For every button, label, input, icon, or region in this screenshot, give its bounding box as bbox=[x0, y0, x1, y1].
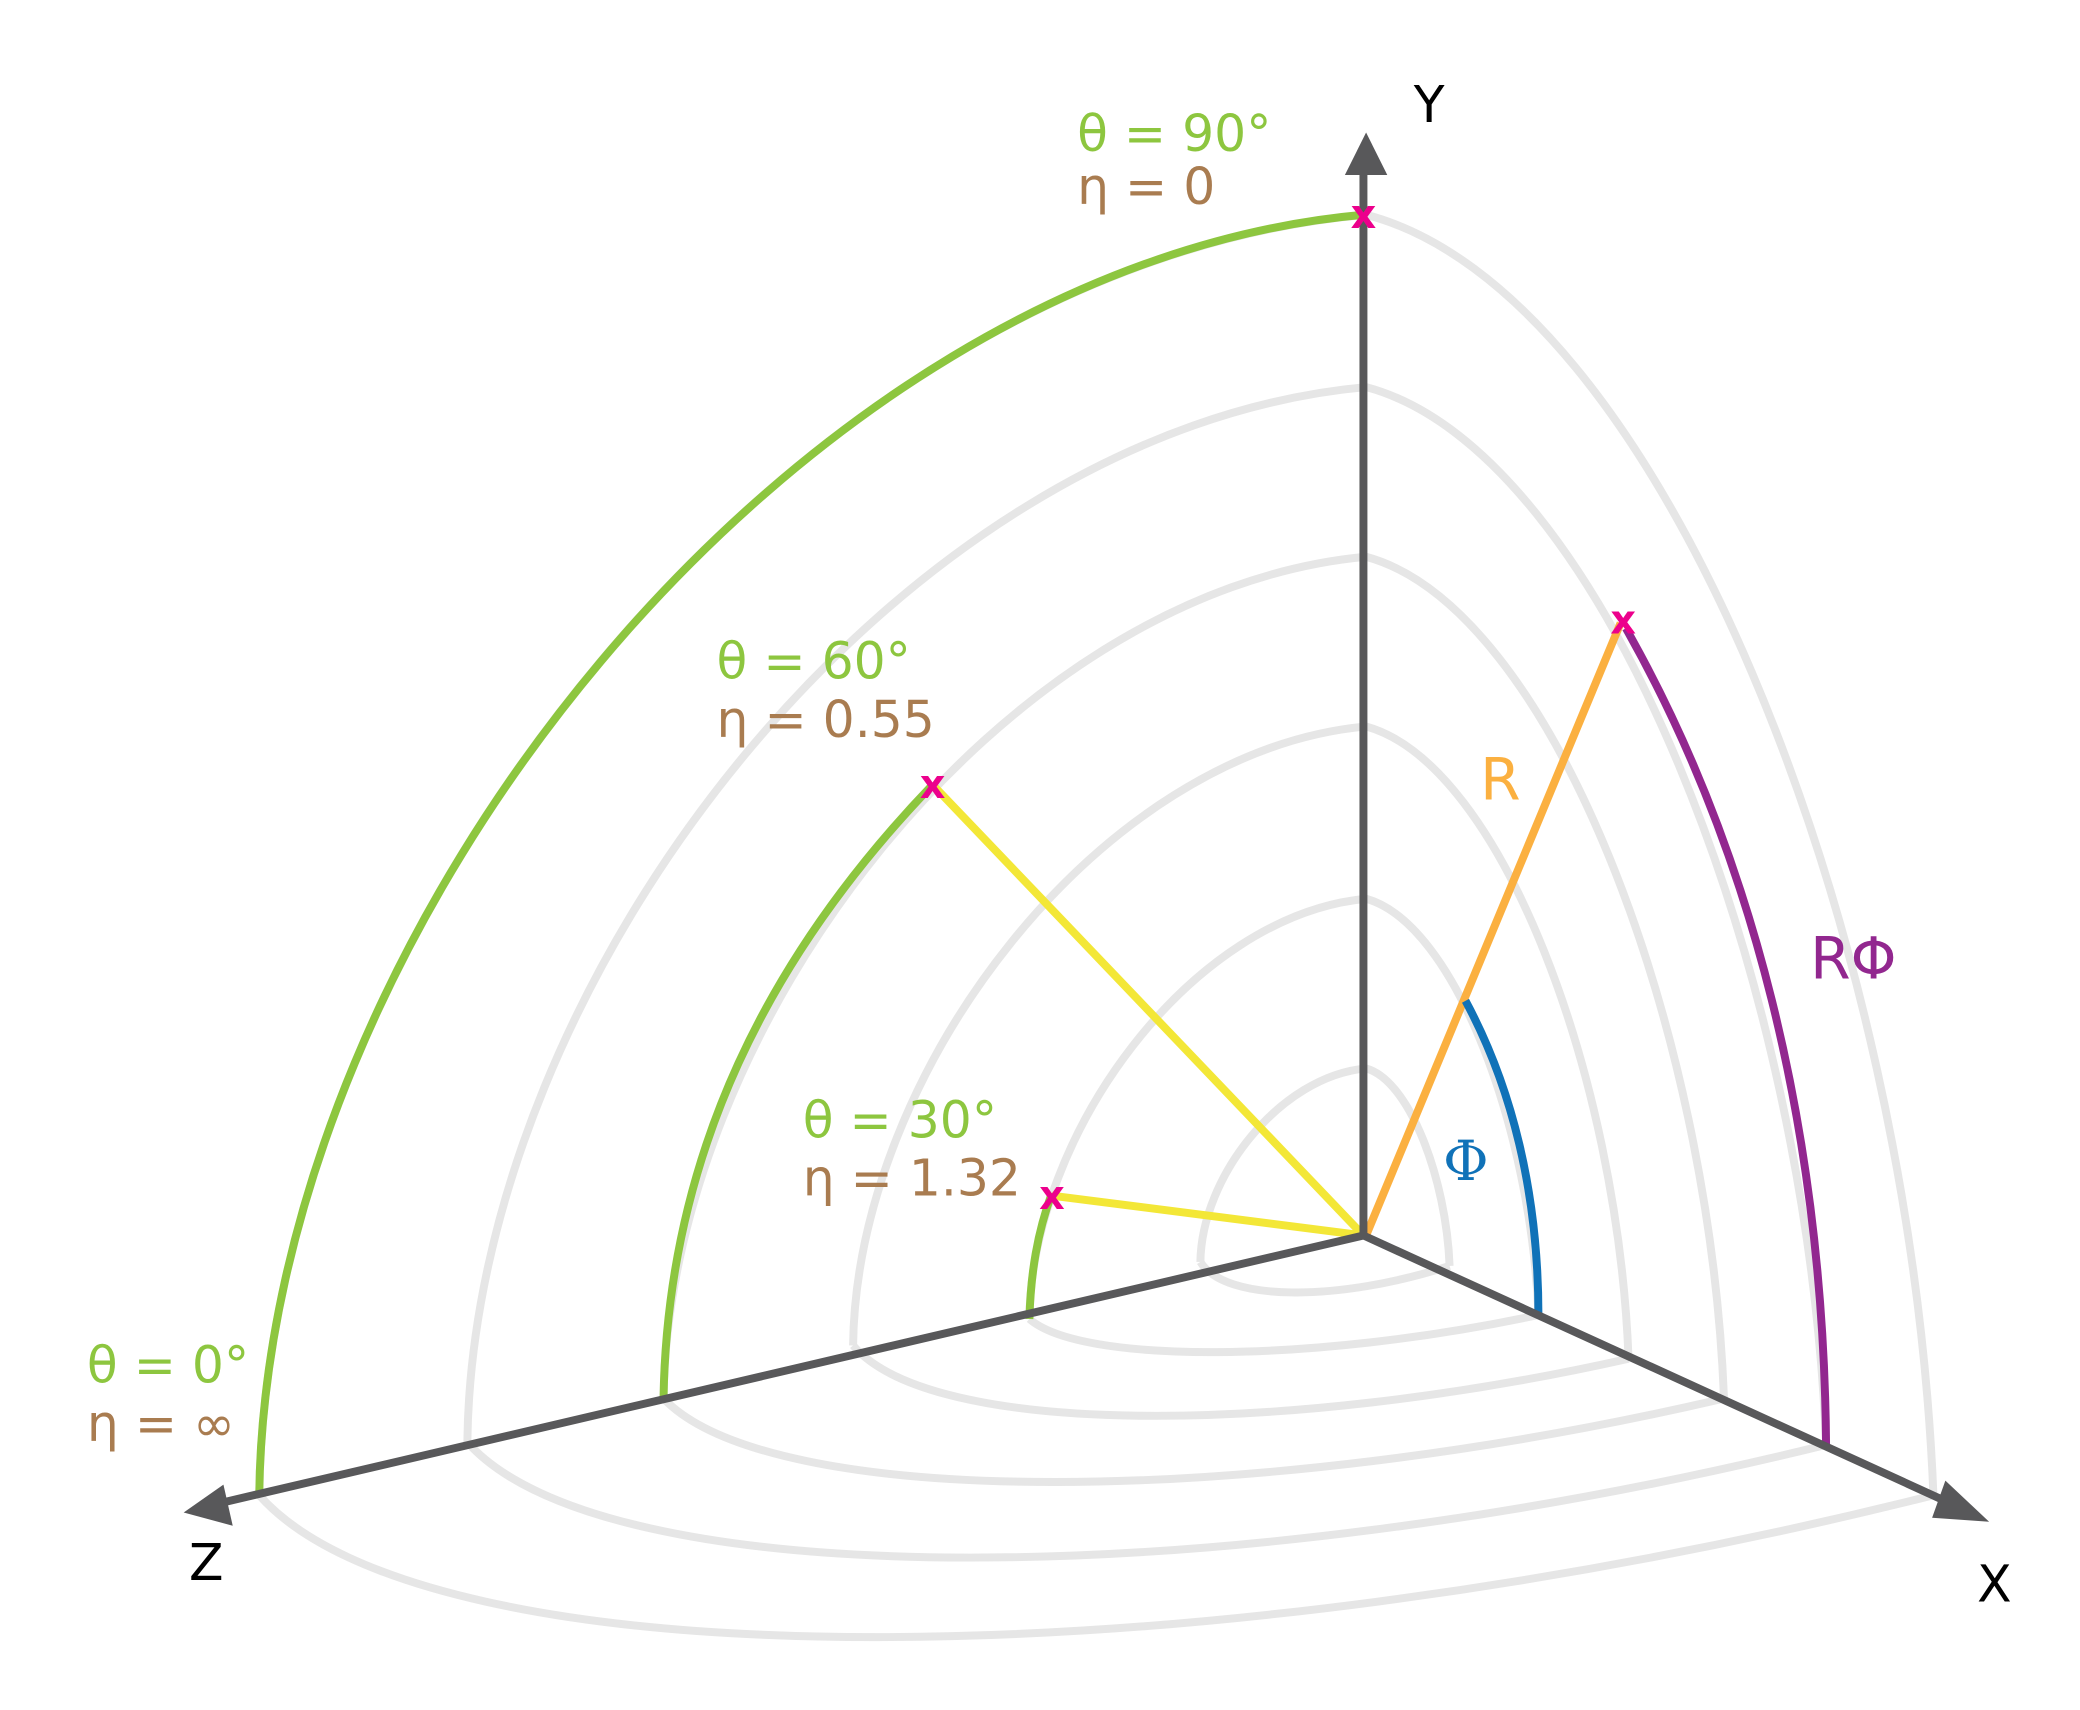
x-axis-label: X bbox=[1977, 1554, 2012, 1613]
shell-arc bbox=[850, 1342, 1630, 1420]
x-axis bbox=[1361, 1231, 1958, 1510]
theta-30-label: θ = 30° bbox=[803, 1090, 997, 1149]
theta-0-to-90-arc bbox=[255, 210, 1364, 1496]
marker-x-icon: x bbox=[1351, 192, 1377, 238]
shell-arc bbox=[1364, 1064, 1454, 1267]
eta-60-label: η = 0.55 bbox=[717, 690, 935, 749]
angle-phi-arc bbox=[1462, 998, 1543, 1315]
eta-0-label: η = ∞ bbox=[87, 1394, 235, 1453]
radius-label: R bbox=[1480, 745, 1521, 813]
theta-0-label: θ = 0° bbox=[87, 1336, 249, 1395]
shell-arc bbox=[463, 383, 1367, 1443]
marker-x-icon: x bbox=[920, 762, 946, 808]
shell-arc bbox=[1026, 1311, 1540, 1357]
shell-arc bbox=[1365, 552, 1728, 1399]
z-axis-label: Z bbox=[189, 1533, 224, 1592]
z-axis bbox=[218, 1231, 1365, 1508]
arc-length-label: RΦ bbox=[1810, 924, 1896, 992]
eta-30-label: η = 1.32 bbox=[803, 1149, 1021, 1208]
arc-length-r-phi bbox=[1622, 626, 1831, 1445]
marker-x-icon: x bbox=[1039, 1173, 1065, 1219]
shell-arc bbox=[849, 722, 1367, 1346]
shell-arc bbox=[1365, 210, 1938, 1496]
theta-30-arc bbox=[1025, 1191, 1056, 1320]
shell-arc bbox=[256, 1491, 1935, 1641]
shell-arc bbox=[660, 1394, 1725, 1486]
theta-60-arc bbox=[659, 781, 936, 1399]
axes bbox=[183, 132, 1990, 1526]
y-axis-label: Y bbox=[1413, 75, 1445, 134]
angle-phi-label: Φ bbox=[1443, 1129, 1489, 1194]
coordinate-shells bbox=[255, 210, 1938, 1641]
y-axis-arrow-icon bbox=[1344, 132, 1388, 175]
shell-arc bbox=[1197, 1259, 1451, 1297]
shell-arc bbox=[1365, 722, 1633, 1359]
eta-90-label: η = 0 bbox=[1077, 157, 1215, 216]
shell-arc bbox=[464, 1439, 1828, 1562]
x-axis-arrow-icon bbox=[1932, 1480, 1990, 1522]
radius-line-30 bbox=[1051, 1191, 1364, 1240]
shell-arc bbox=[1365, 383, 1831, 1446]
point-markers: x x x x bbox=[920, 192, 1637, 1219]
radius-r-line bbox=[1362, 621, 1625, 1237]
shell-arc bbox=[1196, 1064, 1367, 1263]
shell-arc bbox=[255, 210, 1367, 1496]
radius-line-60 bbox=[929, 781, 1367, 1239]
marker-x-icon: x bbox=[1610, 598, 1636, 644]
z-axis-arrow-icon bbox=[183, 1484, 233, 1526]
theta-60-label: θ = 60° bbox=[717, 632, 911, 691]
theta-90-label: θ = 90° bbox=[1077, 104, 1271, 163]
